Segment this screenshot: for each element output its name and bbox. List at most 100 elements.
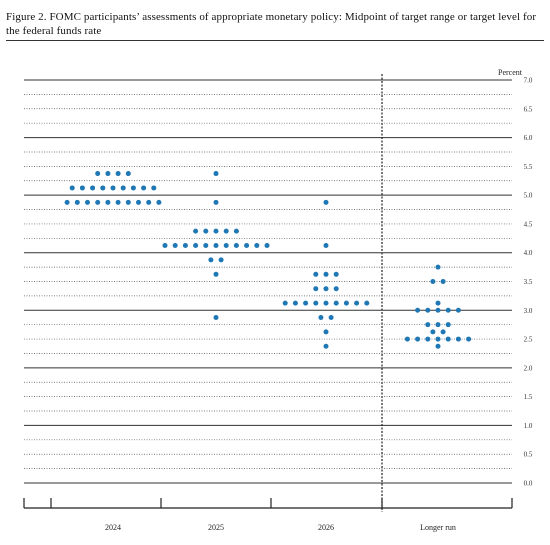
dot-point bbox=[435, 300, 441, 306]
dot-point bbox=[79, 185, 85, 191]
dot-point bbox=[466, 336, 472, 342]
dot-point bbox=[445, 322, 451, 328]
y-tick-label: 2.5 bbox=[524, 336, 533, 344]
y-tick-label: 6.5 bbox=[524, 105, 533, 113]
dot-point bbox=[445, 336, 451, 342]
dot-point bbox=[125, 171, 131, 177]
dot-point bbox=[115, 199, 121, 205]
dot-point bbox=[455, 336, 461, 342]
dot-point bbox=[435, 336, 441, 342]
gridlines bbox=[24, 79, 512, 484]
figure-title: Figure 2. FOMC participants’ assessments… bbox=[6, 11, 537, 37]
dot-point bbox=[208, 257, 214, 263]
dot-point bbox=[323, 243, 329, 249]
dot-point bbox=[313, 300, 319, 306]
dot-point bbox=[323, 271, 329, 277]
dot-point bbox=[292, 300, 298, 306]
x-category-label: 2025 bbox=[208, 523, 224, 532]
dot-point bbox=[440, 279, 446, 284]
y-tick-label: 3.0 bbox=[524, 307, 533, 315]
dot-point bbox=[404, 336, 410, 342]
dot-point bbox=[100, 185, 106, 191]
dot-point bbox=[435, 307, 441, 313]
dot-point bbox=[203, 243, 209, 249]
y-tick-label: 4.5 bbox=[524, 220, 533, 228]
dot-point bbox=[120, 185, 126, 191]
dot-point bbox=[172, 243, 178, 249]
dot-point bbox=[213, 243, 219, 249]
dot-point bbox=[213, 171, 219, 177]
dot-point bbox=[95, 199, 101, 205]
dot-point bbox=[203, 228, 209, 234]
y-tick-label: 1.0 bbox=[524, 422, 533, 430]
dot-point bbox=[435, 264, 441, 270]
dot-point bbox=[323, 343, 329, 349]
dot-point bbox=[445, 307, 451, 313]
y-tick-label: 6.0 bbox=[524, 134, 533, 142]
y-tick-label: 0.0 bbox=[524, 480, 533, 488]
dot-point bbox=[213, 271, 219, 277]
dot-point bbox=[282, 300, 288, 306]
dot-point bbox=[213, 228, 219, 234]
dot-point bbox=[130, 185, 136, 191]
dot-point bbox=[90, 185, 96, 191]
dot-point bbox=[182, 243, 188, 249]
y-tick-label: 0.5 bbox=[524, 451, 533, 459]
dot-point bbox=[233, 243, 239, 249]
dot-point bbox=[343, 300, 349, 306]
dot-point bbox=[328, 314, 334, 320]
dot-point bbox=[264, 243, 270, 249]
dot-point bbox=[323, 286, 329, 292]
dot-point bbox=[85, 199, 90, 205]
dot-point bbox=[333, 300, 339, 306]
dot-point bbox=[440, 329, 446, 335]
dot-point bbox=[193, 243, 199, 249]
dot-point bbox=[415, 307, 421, 313]
dot-point bbox=[213, 199, 219, 205]
dot-point bbox=[105, 171, 111, 177]
y-tick-label: 7.0 bbox=[524, 77, 533, 85]
dot-point bbox=[115, 171, 121, 177]
dot-point bbox=[333, 271, 339, 277]
dot-point bbox=[141, 185, 147, 191]
dot-point bbox=[193, 228, 199, 234]
dot-point bbox=[74, 199, 80, 205]
dot-point bbox=[323, 300, 329, 306]
y-tick-label: 2.0 bbox=[524, 364, 533, 372]
dots bbox=[64, 171, 472, 349]
title-rule bbox=[6, 40, 544, 41]
dot-point bbox=[435, 343, 441, 349]
dot-point bbox=[254, 243, 260, 249]
dot-point bbox=[95, 171, 101, 177]
x-category-label: Longer run bbox=[420, 523, 456, 532]
dot-point bbox=[435, 322, 441, 328]
dot-point bbox=[213, 314, 219, 320]
dot-point bbox=[162, 243, 168, 249]
dot-point bbox=[136, 199, 141, 205]
dot-point bbox=[64, 199, 70, 205]
dot-point bbox=[146, 199, 152, 205]
axes bbox=[23, 74, 513, 512]
y-tick-label: 3.5 bbox=[524, 278, 533, 286]
dot-point bbox=[223, 228, 229, 234]
dot-point bbox=[303, 300, 309, 306]
dot-point bbox=[69, 185, 75, 191]
dot-point bbox=[425, 322, 431, 328]
dot-point bbox=[313, 271, 319, 277]
labels: 0.0 0.5 1.0 1.5 2.0 2.5 3.0 3.5 4.0 4.5 5.0 5.5 6.0 6… bbox=[105, 68, 533, 532]
dot-point bbox=[425, 336, 431, 342]
dot-point bbox=[151, 185, 157, 191]
y-tick-label: 4.0 bbox=[524, 249, 533, 257]
dot-point bbox=[430, 329, 436, 335]
y-axis-label: Percent bbox=[498, 68, 523, 77]
dot-point bbox=[125, 199, 131, 205]
dot-point bbox=[415, 336, 421, 342]
x-category-label: 2026 bbox=[318, 523, 334, 532]
dot-point bbox=[110, 185, 116, 191]
dot-point bbox=[105, 199, 111, 205]
dot-point bbox=[323, 199, 329, 205]
dot-point bbox=[313, 286, 319, 292]
y-tick-label: 1.5 bbox=[524, 393, 533, 401]
dot-point bbox=[333, 286, 339, 292]
